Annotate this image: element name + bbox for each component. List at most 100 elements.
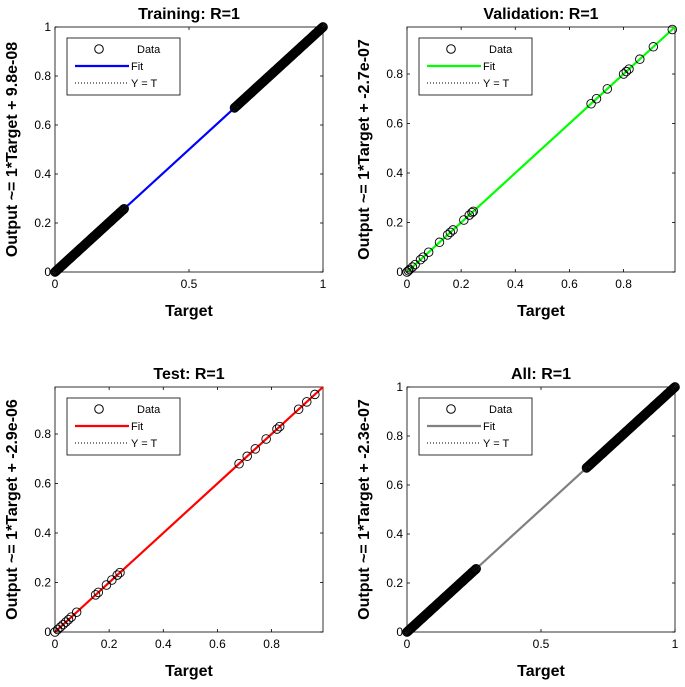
y-tick-label: 0.8 — [386, 429, 403, 443]
data-point — [55, 622, 66, 632]
x-axis-label: Target — [165, 663, 213, 680]
data-point — [635, 54, 645, 64]
legend-label-fit: Fit — [131, 421, 143, 433]
y-axis-label: Output ~= 1*Target + -2.9e-06 — [4, 399, 21, 620]
data-point — [93, 587, 104, 598]
data-point — [107, 575, 117, 585]
x-tick-label: 0 — [404, 637, 411, 651]
data-point — [318, 22, 328, 32]
data-point — [116, 206, 127, 216]
x-tick-label: 0.5 — [533, 637, 550, 651]
y-tick-label: 0.6 — [386, 117, 403, 131]
data-point — [402, 267, 412, 277]
data-point — [310, 389, 320, 400]
data-point — [119, 203, 129, 214]
legend-data-marker — [446, 404, 456, 414]
x-tick-label: 0.6 — [209, 637, 226, 651]
y-tick-label: 1 — [396, 380, 403, 394]
regression-panel-2: 0 0.2 0.4 0.6 0.8 0 0.2 0.4 0.6 0.8 Validation: R=… — [356, 6, 678, 320]
data-point — [445, 227, 456, 238]
plot-content — [50, 22, 328, 277]
data-point — [242, 451, 252, 462]
data-point — [648, 42, 659, 52]
data-point — [112, 570, 123, 580]
y-tick-label: 0.2 — [386, 216, 403, 230]
data-point — [118, 204, 129, 215]
x-axis-label: Target — [517, 303, 565, 320]
x-axis-label: Target — [517, 663, 565, 680]
legend: Data Fit Y = T — [66, 37, 181, 96]
panel-title: Training: R=1 — [138, 6, 240, 23]
x-axis-label: Target — [165, 303, 213, 320]
legend: Data Fit Y = T — [418, 397, 533, 456]
legend-label-identity: Y = T — [483, 438, 509, 450]
y-tick-label: 0.8 — [34, 427, 51, 441]
x-tick-label: 0.8 — [263, 637, 280, 651]
legend-label-identity: Y = T — [131, 78, 157, 90]
y-tick-label: 0.6 — [34, 477, 51, 491]
x-tick-label: 0 — [404, 277, 411, 291]
y-tick-label: 0.4 — [386, 166, 403, 180]
y-tick-label: 0.6 — [386, 478, 403, 492]
x-tick-label: 0.8 — [615, 277, 632, 291]
y-tick-label: 0 — [44, 265, 51, 279]
data-point — [116, 206, 126, 217]
fit-line — [406, 26, 676, 273]
legend-label-identity: Y = T — [131, 438, 157, 450]
data-point — [618, 69, 629, 79]
panel-title: Validation: R=1 — [483, 6, 598, 23]
y-tick-label: 0.2 — [34, 576, 51, 590]
data-point — [468, 566, 478, 577]
legend-data-marker — [446, 44, 456, 54]
y-tick-label: 0.8 — [34, 69, 51, 83]
data-point — [468, 566, 479, 576]
data-point — [418, 252, 428, 262]
legend: Data Fit Y = T — [66, 397, 181, 456]
data-point — [666, 385, 677, 395]
y-axis-label: Output ~= 1*Target + -2.7e-07 — [356, 39, 373, 260]
x-tick-label: 0.2 — [101, 637, 118, 651]
data-point — [101, 580, 112, 590]
regression-panel-1: 0 0.5 1 0 0.2 0.4 0.6 0.8 1 Training: R=1 Target Ou… — [4, 6, 328, 320]
legend-data-marker — [94, 404, 104, 414]
y-tick-label: 0.4 — [34, 167, 51, 181]
data-point — [624, 64, 634, 74]
legend-label-data: Data — [489, 44, 513, 56]
data-point — [61, 617, 71, 627]
data-point — [471, 563, 481, 574]
data-point — [315, 24, 326, 35]
data-point — [261, 434, 271, 444]
data-point — [272, 424, 282, 434]
y-tick-label: 0.4 — [386, 527, 403, 541]
data-point — [71, 607, 82, 617]
y-axis-label: Output ~= 1*Target + 9.8e-08 — [4, 42, 21, 257]
legend-label-fit: Fit — [131, 61, 143, 73]
y-tick-label: 0 — [44, 625, 51, 639]
data-point — [468, 206, 479, 217]
plot-content — [402, 382, 680, 637]
y-tick-label: 0.6 — [34, 118, 51, 132]
legend-data-marker — [94, 44, 104, 54]
data-point — [317, 22, 328, 33]
data-point — [115, 567, 125, 578]
data-point — [442, 230, 453, 240]
legend-label-data: Data — [137, 44, 161, 56]
fit-line — [54, 386, 324, 633]
panel-title: All: R=1 — [511, 366, 571, 383]
x-tick-label: 0.4 — [507, 277, 524, 291]
data-point — [415, 254, 426, 265]
legend-label-data: Data — [489, 404, 513, 416]
data-point — [621, 66, 632, 77]
data-point — [586, 98, 596, 109]
x-tick-label: 1 — [320, 277, 327, 291]
y-tick-label: 0 — [396, 265, 403, 279]
data-point — [410, 259, 420, 270]
data-point — [274, 421, 285, 432]
data-point — [404, 264, 415, 275]
data-point — [467, 207, 477, 218]
data-point — [58, 619, 68, 630]
data-point — [469, 565, 480, 576]
data-point — [470, 564, 481, 575]
x-tick-label: 0.4 — [155, 637, 172, 651]
